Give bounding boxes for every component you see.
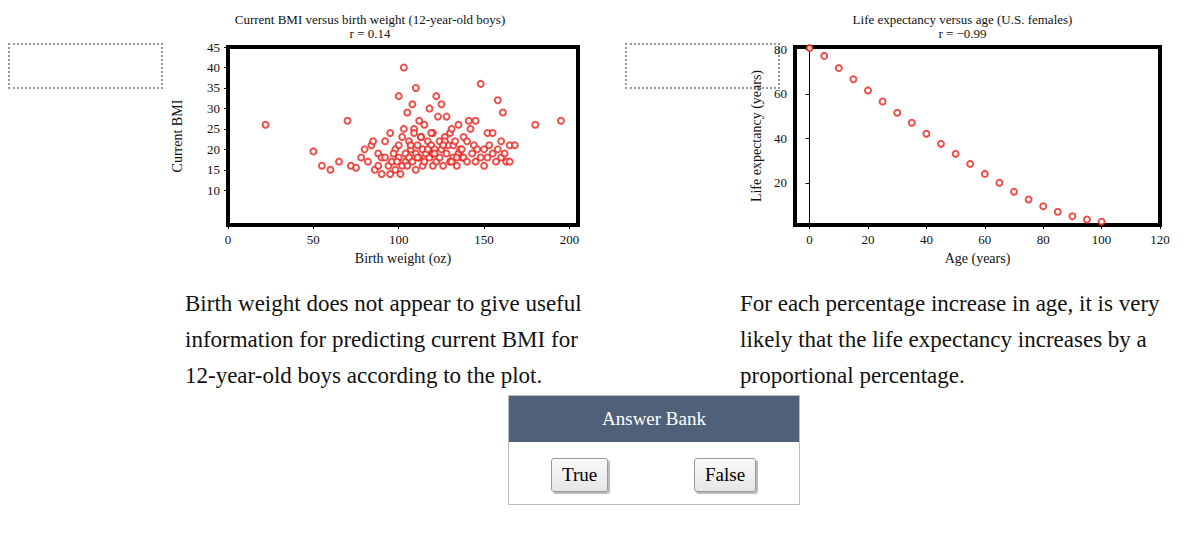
svg-text:20: 20 (862, 232, 875, 247)
html-text:False: False (705, 464, 746, 485)
svg-text:0: 0 (225, 232, 232, 247)
svg-text:25: 25 (207, 121, 220, 136)
svg-text:40: 40 (774, 131, 787, 146)
svg-text:60: 60 (978, 232, 991, 247)
svg-text:30: 30 (207, 101, 220, 116)
svg-text:50: 50 (307, 232, 320, 247)
svg-text:Current BMI versus birth weigh: Current BMI versus birth weight (12-year… (235, 12, 506, 27)
html-text:Answer Bank: Answer Bank (602, 408, 706, 429)
svg-text:35: 35 (207, 80, 220, 95)
svg-text:0: 0 (806, 232, 813, 247)
html-text:Birth weight does not appear t: Birth weight does not appear to give use… (185, 291, 582, 388)
svg-text:100: 100 (389, 232, 409, 247)
svg-text:80: 80 (1037, 232, 1050, 247)
svg-text:150: 150 (474, 232, 494, 247)
svg-text:20: 20 (207, 142, 220, 157)
svg-text:15: 15 (207, 162, 220, 177)
svg-text:100: 100 (1092, 232, 1112, 247)
svg-text:45: 45 (207, 40, 220, 55)
svg-text:40: 40 (920, 232, 933, 247)
html-text:True: True (562, 464, 598, 485)
svg-text:Life expectancy versus age (U.: Life expectancy versus age (U.S. females… (853, 12, 1073, 27)
svg-text:Current BMI: Current BMI (170, 99, 185, 172)
svg-text:120: 120 (1150, 232, 1170, 247)
svg-text:60: 60 (774, 86, 787, 101)
svg-text:Age (years): Age (years) (945, 251, 1011, 267)
svg-text:10: 10 (207, 183, 220, 198)
svg-text:r = 0.14: r = 0.14 (350, 26, 391, 41)
svg-text:200: 200 (560, 232, 580, 247)
svg-text:20: 20 (774, 175, 787, 190)
svg-text:80: 80 (774, 42, 787, 57)
svg-text:40: 40 (207, 60, 220, 75)
svg-text:r = −0.99: r = −0.99 (938, 26, 986, 41)
svg-text:Birth weight (oz): Birth weight (oz) (355, 251, 452, 267)
svg-text:Life expectancy (years): Life expectancy (years) (749, 70, 765, 202)
html-text:For each percentage increase i: For each percentage increase in age, it … (740, 291, 1160, 388)
